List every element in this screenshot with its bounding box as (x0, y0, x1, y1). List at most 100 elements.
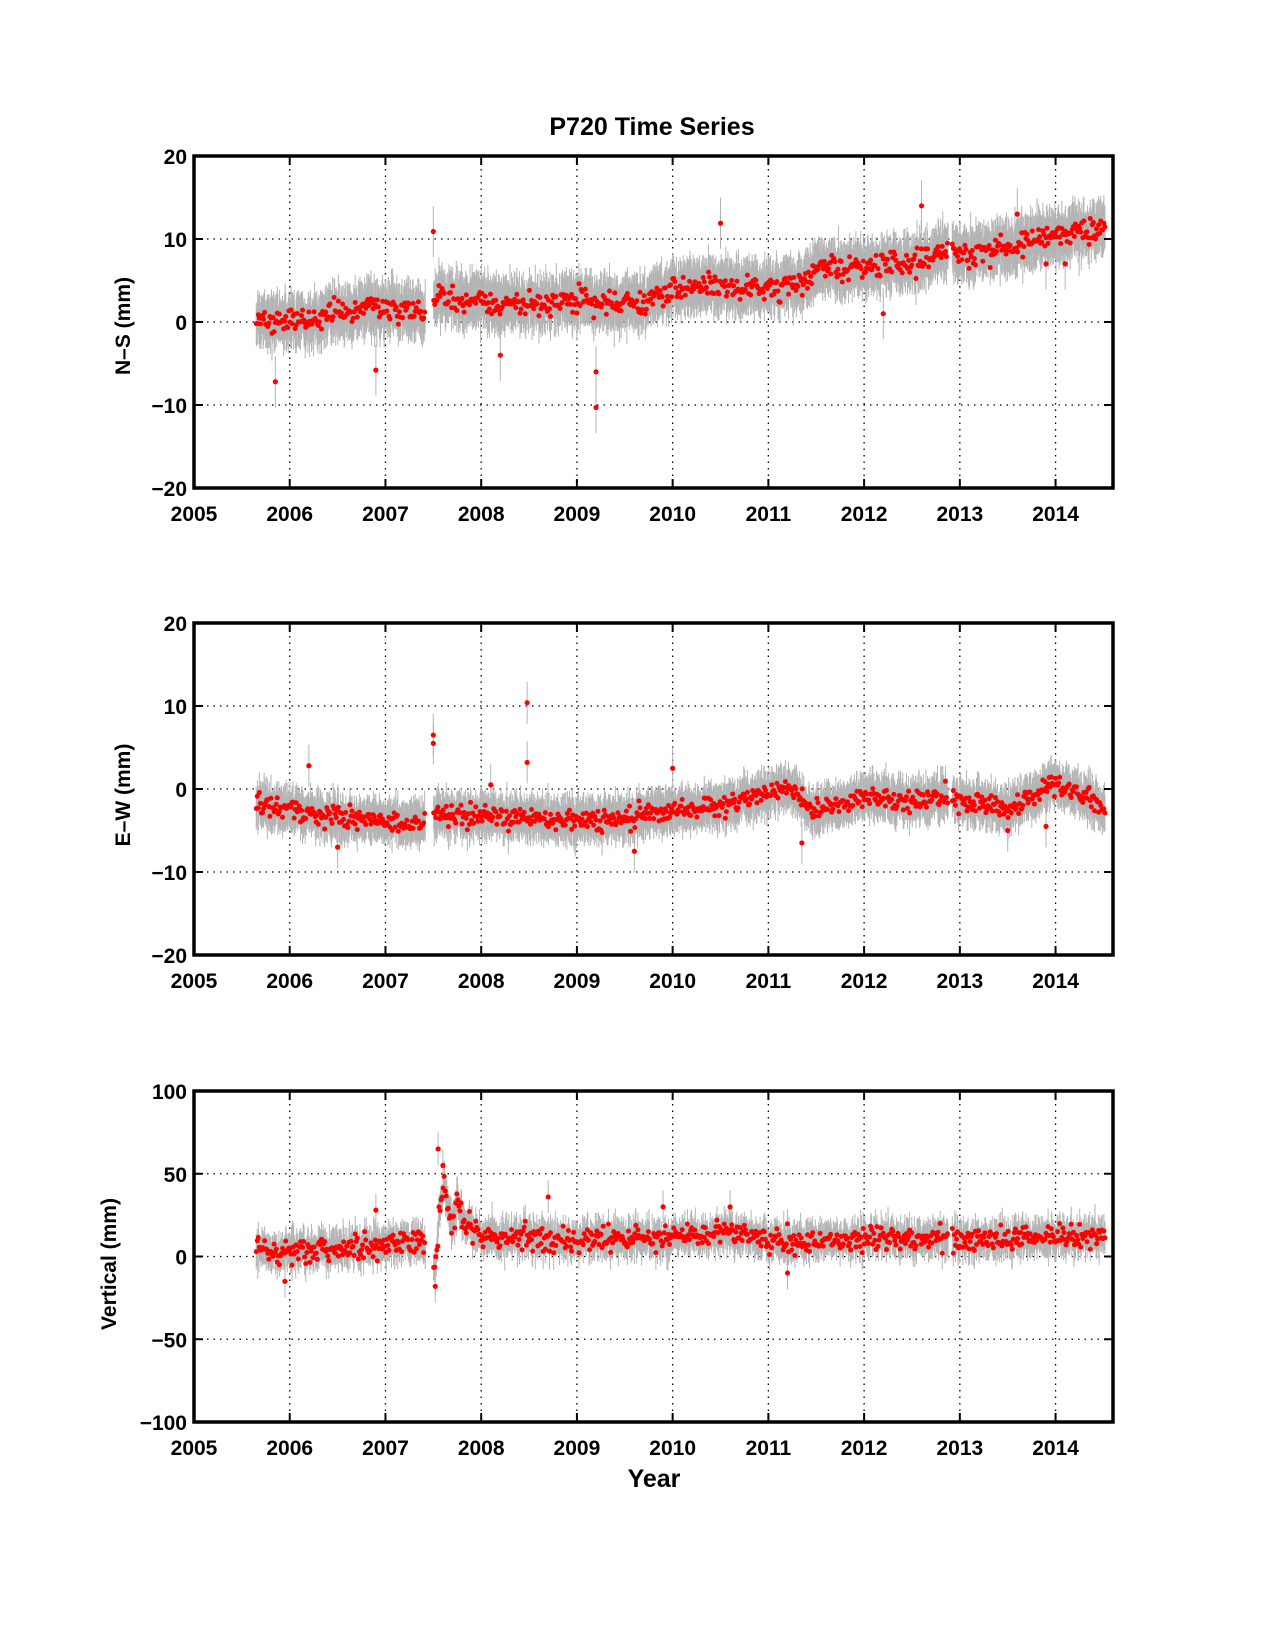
data-point (1029, 228, 1035, 234)
data-point (1068, 795, 1074, 801)
data-point (285, 325, 291, 331)
data-point (737, 296, 743, 302)
data-point (256, 789, 262, 795)
data-point (747, 801, 753, 807)
data-point (327, 810, 333, 816)
data-point-outlier (1005, 827, 1011, 834)
data-point (562, 822, 568, 828)
data-point (354, 314, 360, 320)
data-point (270, 314, 276, 320)
data-point (257, 321, 263, 327)
data-point (628, 828, 634, 834)
data-point (1062, 789, 1068, 795)
data-point (289, 321, 295, 327)
data-point (406, 301, 412, 307)
data-point (813, 808, 819, 814)
data-point (729, 277, 735, 283)
data-point (377, 812, 383, 818)
data-point (859, 274, 865, 280)
data-point (257, 800, 263, 806)
data-point (572, 823, 578, 829)
data-point (612, 290, 618, 296)
data-point (411, 313, 417, 319)
data-point (856, 799, 862, 805)
y-tick-label: 0 (175, 1247, 187, 1270)
data-point (799, 786, 805, 792)
data-points-east-west (253, 700, 1108, 854)
data-point (804, 285, 810, 291)
x-tick-label: 2007 (362, 503, 409, 526)
data-point (309, 806, 315, 812)
data-point (669, 294, 675, 300)
data-point (274, 795, 280, 801)
data-point (900, 807, 906, 813)
data-point (299, 807, 305, 813)
data-point (387, 316, 393, 322)
data-point (436, 283, 442, 289)
data-point (836, 272, 842, 278)
data-point (795, 283, 801, 289)
data-point (943, 794, 949, 800)
data-point (303, 815, 309, 821)
data-point (820, 266, 826, 272)
data-point (448, 290, 454, 296)
data-point (637, 289, 643, 295)
data-point (450, 812, 456, 818)
data-point (266, 320, 272, 326)
data-point (465, 811, 471, 817)
x-tick-label: 2014 (1032, 503, 1079, 526)
data-point (926, 792, 932, 798)
data-point (591, 822, 597, 828)
data-point (774, 780, 780, 786)
x-tick-label: 2013 (936, 503, 983, 526)
data-point-outlier (918, 203, 925, 209)
data-point (920, 792, 926, 798)
data-point (1051, 793, 1057, 799)
data-point (445, 299, 451, 305)
data-point (505, 828, 511, 834)
data-point (753, 793, 759, 799)
data-point (395, 828, 401, 834)
data-point (722, 278, 728, 284)
data-point (288, 804, 294, 810)
data-point (361, 311, 367, 317)
y-tick-label: −20 (151, 945, 187, 968)
data-point (1012, 806, 1018, 812)
data-point (779, 789, 785, 795)
data-point (822, 273, 828, 279)
data-point (911, 256, 917, 262)
data-point (294, 311, 300, 317)
data-point (603, 311, 609, 317)
x-tick-label: 2009 (554, 970, 601, 993)
data-point (443, 803, 449, 809)
data-point (432, 302, 438, 308)
data-point (847, 254, 853, 260)
x-tick-label: 2005 (171, 1437, 218, 1460)
data-point (1084, 229, 1090, 235)
data-point (913, 275, 919, 281)
data-point (903, 252, 909, 258)
data-point (623, 808, 629, 814)
data-point (949, 241, 955, 247)
data-point (1044, 789, 1050, 795)
data-point (909, 262, 915, 268)
data-point (760, 289, 766, 295)
data-point (844, 799, 850, 805)
data-point (754, 800, 760, 806)
data-point-outlier (670, 765, 676, 771)
data-point (1071, 234, 1077, 240)
data-point (873, 797, 879, 803)
data-point (716, 291, 722, 297)
data-point-outlier (717, 220, 724, 226)
data-point (826, 266, 832, 272)
data-point (268, 795, 274, 801)
data-point (992, 795, 998, 801)
data-point (723, 293, 729, 299)
data-point (642, 311, 648, 317)
data-point (514, 291, 520, 297)
data-point (705, 269, 711, 275)
data-point (579, 816, 585, 822)
data-point (873, 252, 879, 258)
x-tick-label: 2005 (171, 970, 218, 993)
